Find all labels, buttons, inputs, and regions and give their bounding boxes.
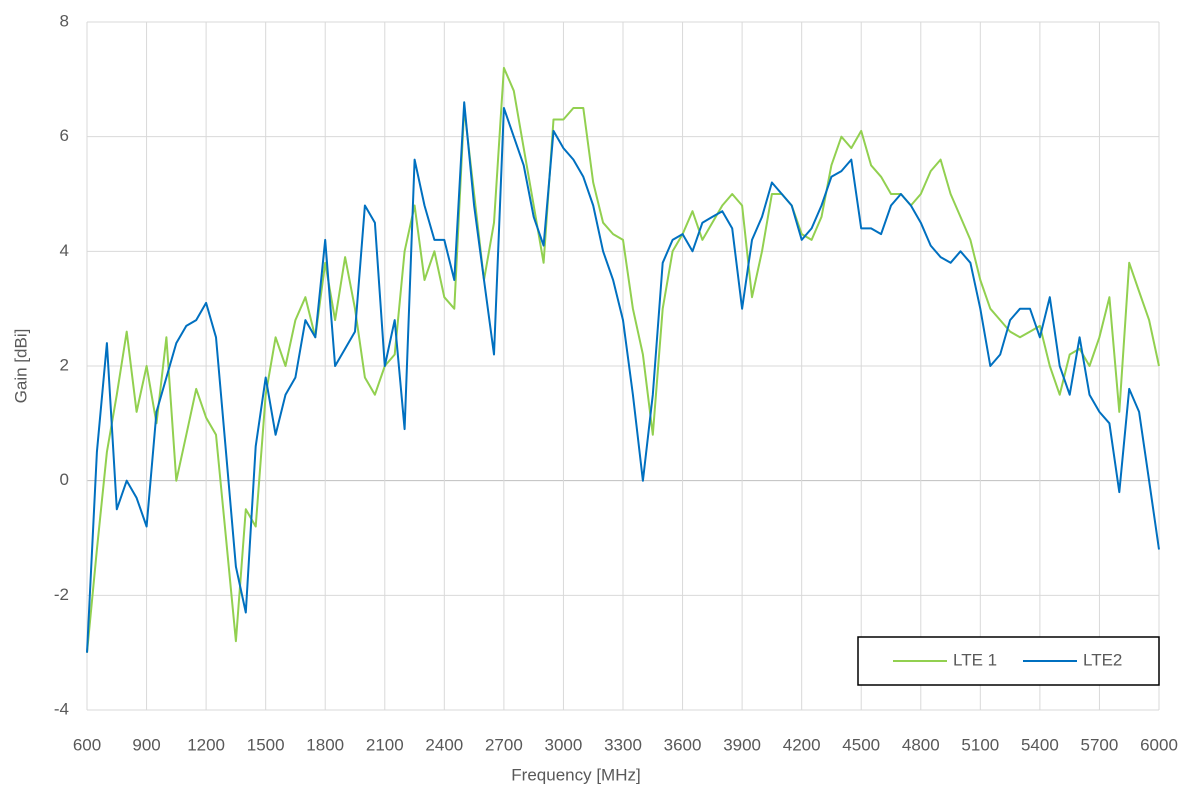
x-tick-label: 600 — [73, 735, 101, 754]
x-axis-label: Frequency [MHz] — [511, 765, 640, 784]
x-tick-label: 5400 — [1021, 735, 1059, 754]
y-tick-label: 4 — [60, 241, 69, 260]
x-tick-label: 5700 — [1081, 735, 1119, 754]
x-tick-label: 5100 — [961, 735, 999, 754]
x-tick-label: 4800 — [902, 735, 940, 754]
x-tick-label: 2700 — [485, 735, 523, 754]
x-tick-label: 3000 — [545, 735, 583, 754]
y-axis-label: Gain [dBi] — [11, 329, 30, 404]
y-tick-label: 6 — [60, 126, 69, 145]
legend: LTE 1 LTE2 — [857, 636, 1160, 686]
y-tick-label: -2 — [54, 585, 69, 604]
y-tick-label: 8 — [60, 11, 69, 30]
y-tick-label: 2 — [60, 355, 69, 374]
x-tick-label: 3900 — [723, 735, 761, 754]
series-line — [86, 101, 1160, 653]
x-tick-label: 6000 — [1140, 735, 1178, 754]
x-tick-label: 900 — [132, 735, 160, 754]
y-tick-label: 0 — [60, 470, 69, 489]
series-line — [86, 66, 1160, 653]
legend-label: LTE 1 — [953, 650, 997, 669]
x-tick-label: 1800 — [306, 735, 344, 754]
legend-label: LTE2 — [1083, 650, 1122, 669]
x-tick-label: 1500 — [247, 735, 285, 754]
x-tick-label: 4500 — [842, 735, 880, 754]
x-tick-label: 2400 — [425, 735, 463, 754]
x-tick-label: 2100 — [366, 735, 404, 754]
x-tick-label: 3300 — [604, 735, 642, 754]
x-tick-label: 4200 — [783, 735, 821, 754]
x-tick-label: 3600 — [664, 735, 702, 754]
y-tick-label: -4 — [54, 699, 69, 718]
x-tick-label: 1200 — [187, 735, 225, 754]
